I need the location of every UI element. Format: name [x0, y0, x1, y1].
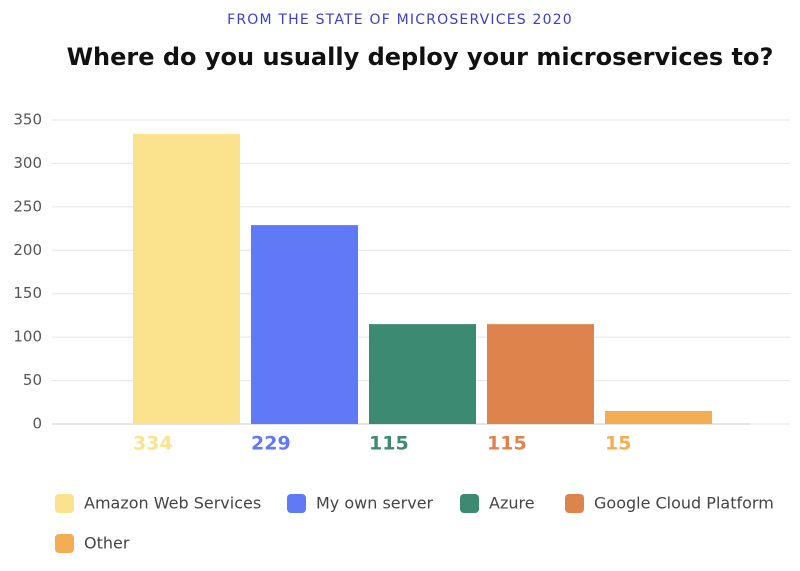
value-label: 229 [251, 433, 291, 455]
legend-label: Google Cloud Platform [594, 494, 774, 513]
value-label: 115 [369, 433, 409, 455]
chart-title: Where do you usually deploy your microse… [67, 43, 774, 71]
legend-swatch [287, 494, 306, 513]
y-tick-label: 300 [13, 154, 42, 172]
y-tick-label: 0 [32, 415, 42, 433]
bar [251, 225, 358, 424]
legend-label: Other [84, 534, 130, 553]
bar [133, 133, 240, 424]
chart-subtitle: FROM THE STATE OF MICROSERVICES 2020 [227, 12, 573, 28]
legend-label: My own server [316, 494, 434, 513]
legend-swatch [55, 494, 74, 513]
y-tick-label: 250 [13, 197, 42, 215]
legend-swatch [55, 534, 74, 553]
value-label: 115 [487, 433, 527, 455]
legend-swatch [565, 494, 584, 513]
y-tick-label: 50 [23, 371, 42, 389]
bar [605, 410, 712, 424]
legend-label: Amazon Web Services [84, 494, 261, 513]
legend-label: Azure [489, 494, 535, 513]
y-tick-label: 200 [13, 241, 42, 259]
legend-swatch [460, 494, 479, 513]
bar [369, 324, 476, 424]
value-label: 15 [605, 433, 631, 455]
y-tick-label: 350 [13, 111, 42, 129]
bar [487, 324, 594, 424]
y-tick-label: 100 [13, 328, 42, 346]
value-label: 334 [133, 433, 173, 455]
y-tick-label: 150 [13, 284, 42, 302]
